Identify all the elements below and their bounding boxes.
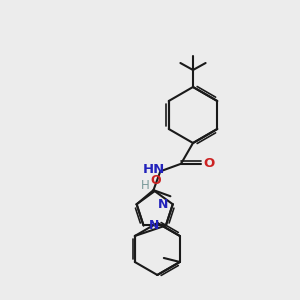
Text: N: N	[158, 198, 168, 211]
Text: HN: HN	[142, 163, 165, 176]
Text: O: O	[150, 174, 161, 187]
Text: O: O	[203, 157, 214, 170]
Text: N: N	[148, 219, 159, 232]
Text: H: H	[141, 178, 150, 192]
